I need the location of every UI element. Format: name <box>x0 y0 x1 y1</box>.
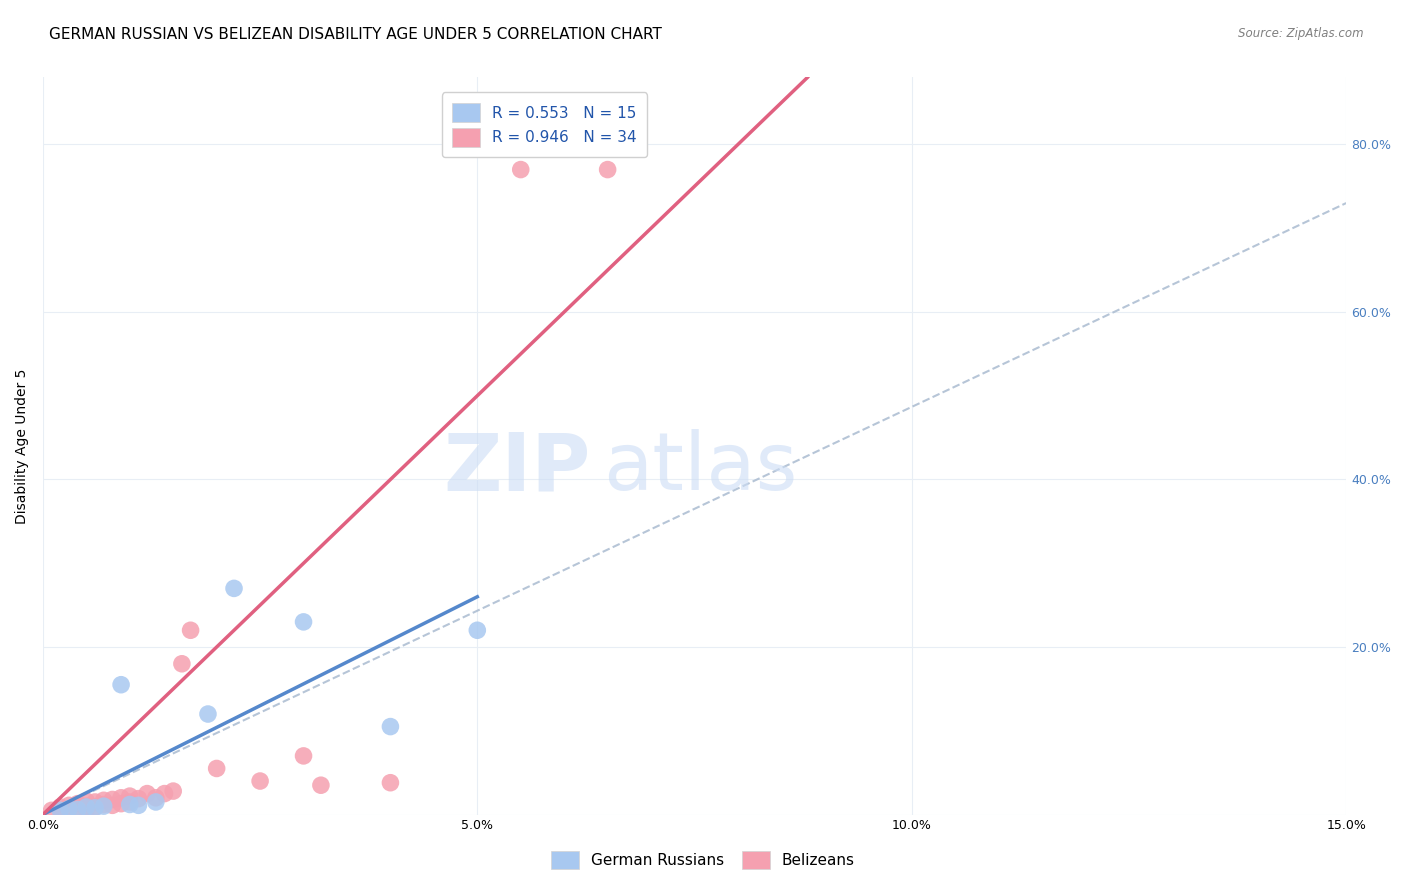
Point <box>153 787 176 801</box>
Point <box>93 797 115 812</box>
Y-axis label: Disability Age Under 5: Disability Age Under 5 <box>15 368 30 524</box>
Point <box>58 802 80 816</box>
Point <box>145 790 167 805</box>
Point <box>58 802 80 816</box>
Point <box>66 797 89 811</box>
Point <box>75 800 97 814</box>
Point <box>49 803 72 817</box>
Point <box>84 795 107 809</box>
Point <box>75 803 97 817</box>
Point <box>101 792 124 806</box>
Point <box>84 800 107 814</box>
Point <box>205 762 228 776</box>
Point <box>309 778 332 792</box>
Legend: R = 0.553   N = 15, R = 0.946   N = 34: R = 0.553 N = 15, R = 0.946 N = 34 <box>441 93 647 157</box>
Point <box>465 624 488 638</box>
Point <box>66 801 89 815</box>
Text: GERMAN RUSSIAN VS BELIZEAN DISABILITY AGE UNDER 5 CORRELATION CHART: GERMAN RUSSIAN VS BELIZEAN DISABILITY AG… <box>49 27 662 42</box>
Point <box>118 795 141 809</box>
Point <box>292 748 315 763</box>
Point <box>136 787 159 801</box>
Point <box>49 803 72 817</box>
Point <box>380 775 402 789</box>
Point <box>162 784 184 798</box>
Point <box>101 798 124 813</box>
Legend: German Russians, Belizeans: German Russians, Belizeans <box>546 845 860 875</box>
Point <box>127 791 149 805</box>
Point <box>197 706 219 721</box>
Point <box>75 799 97 814</box>
Point <box>49 800 72 814</box>
Point <box>110 790 132 805</box>
Point <box>118 797 141 812</box>
Text: Source: ZipAtlas.com: Source: ZipAtlas.com <box>1239 27 1364 40</box>
Point <box>75 794 97 808</box>
Point <box>145 795 167 809</box>
Point <box>93 799 115 814</box>
Text: atlas: atlas <box>603 429 797 508</box>
Point <box>509 162 531 177</box>
Point <box>84 801 107 815</box>
Point <box>596 162 619 177</box>
Point <box>180 624 202 638</box>
Point <box>58 798 80 813</box>
Point <box>110 797 132 811</box>
Point <box>127 798 149 813</box>
Point <box>222 582 245 596</box>
Point <box>170 657 193 671</box>
Point <box>118 789 141 804</box>
Point <box>249 774 271 789</box>
Point <box>41 803 63 817</box>
Point <box>93 793 115 807</box>
Point <box>380 720 402 734</box>
Point <box>110 678 132 692</box>
Point <box>292 615 315 629</box>
Text: ZIP: ZIP <box>443 429 591 508</box>
Point <box>66 803 89 817</box>
